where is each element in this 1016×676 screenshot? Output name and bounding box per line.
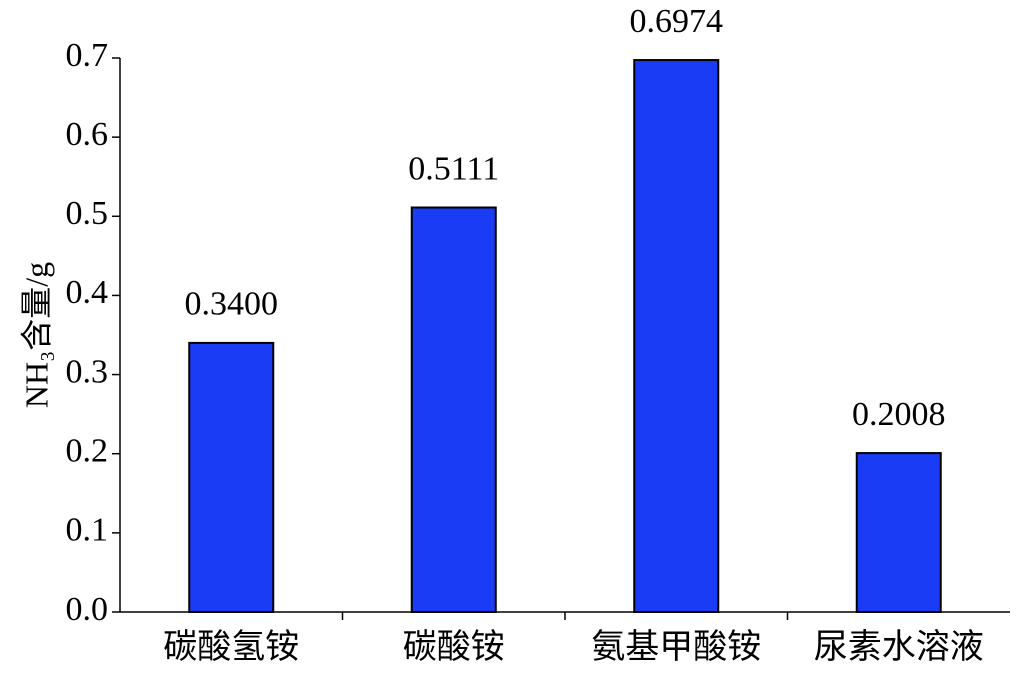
x-tick-label: 尿素水溶液 [814,628,984,666]
y-tick-label: 0.2 [66,433,109,470]
value-label: 0.2008 [852,396,946,433]
y-tick-label: 0.1 [66,512,109,549]
bar [188,341,275,613]
x-tick-label: 碳酸铵 [403,628,505,666]
bar [633,59,720,613]
bar [410,206,497,613]
value-label: 0.6974 [630,3,724,40]
y-tick-label: 0.6 [66,116,109,153]
bar [855,452,942,613]
y-tick-label: 0.4 [66,274,109,311]
x-tick-label: 碳酸氢铵 [163,628,299,666]
value-label: 0.3400 [185,286,279,323]
y-tick-label: 0.5 [66,195,109,232]
y-tick-label: 0.7 [66,37,109,74]
value-label: 0.5111 [408,150,499,187]
y-tick-label: 0.0 [66,591,109,628]
y-tick-label: 0.3 [66,353,109,390]
x-tick-label: 氨基甲酸铵 [591,628,761,666]
y-axis-title: NH₃含量/g [18,262,54,408]
